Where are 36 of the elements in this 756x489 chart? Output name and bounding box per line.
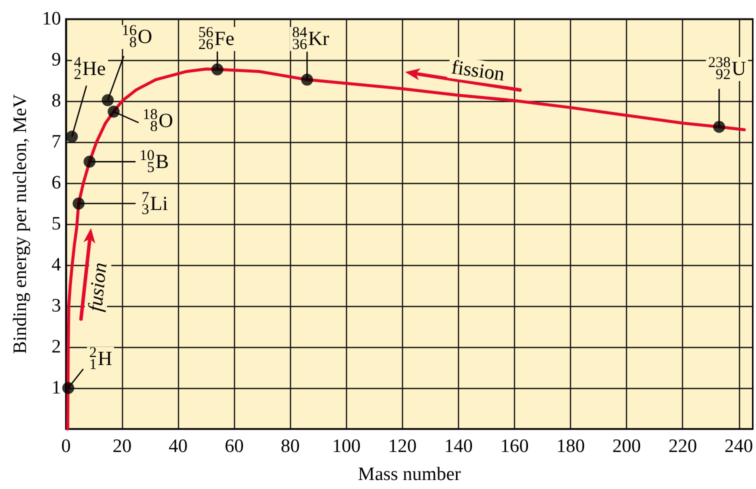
point bbox=[84, 156, 96, 168]
x-tick-label: 220 bbox=[668, 436, 697, 457]
annotation: fusion bbox=[84, 261, 112, 312]
x-tick-label: 200 bbox=[612, 436, 641, 457]
y-tick-label: 10 bbox=[42, 8, 61, 30]
x-tick-label: 100 bbox=[332, 436, 361, 457]
point bbox=[211, 63, 224, 76]
y-axis-title: Binding energy per nucleon, MeV bbox=[10, 94, 31, 354]
y-tick-label: 2 bbox=[52, 336, 61, 358]
y-tick-label: 7 bbox=[52, 132, 61, 152]
x-tick-label: 40 bbox=[168, 436, 188, 457]
y-tick-label: 5 bbox=[52, 214, 61, 234]
y-tick-label: 4 bbox=[52, 254, 62, 276]
y-tick-label: 9 bbox=[52, 50, 61, 70]
point bbox=[108, 106, 120, 118]
y-tick-label: 3 bbox=[52, 296, 61, 316]
point bbox=[301, 74, 314, 86]
x-tick-label: 80 bbox=[280, 436, 300, 457]
y-tick-label: 8 bbox=[52, 90, 61, 112]
x-tick-label: 60 bbox=[224, 436, 244, 457]
point bbox=[62, 382, 74, 394]
y-tick-label: 6 bbox=[52, 172, 61, 194]
x-tick-label: 0 bbox=[61, 436, 71, 457]
y-tick-label: 1 bbox=[52, 378, 61, 398]
x-tick-label: 120 bbox=[388, 436, 417, 457]
annotation: fission bbox=[450, 56, 506, 86]
x-tick-label: 20 bbox=[112, 436, 132, 457]
point bbox=[713, 120, 726, 133]
x-tick-label: 240 bbox=[724, 436, 753, 457]
x-tick-label: 180 bbox=[556, 436, 585, 457]
point bbox=[72, 198, 85, 210]
point bbox=[102, 94, 114, 106]
x-tick-label: 140 bbox=[444, 436, 473, 457]
x-axis-title: Mass number bbox=[358, 464, 462, 485]
x-tick-label: 160 bbox=[500, 436, 529, 457]
point bbox=[66, 130, 78, 143]
